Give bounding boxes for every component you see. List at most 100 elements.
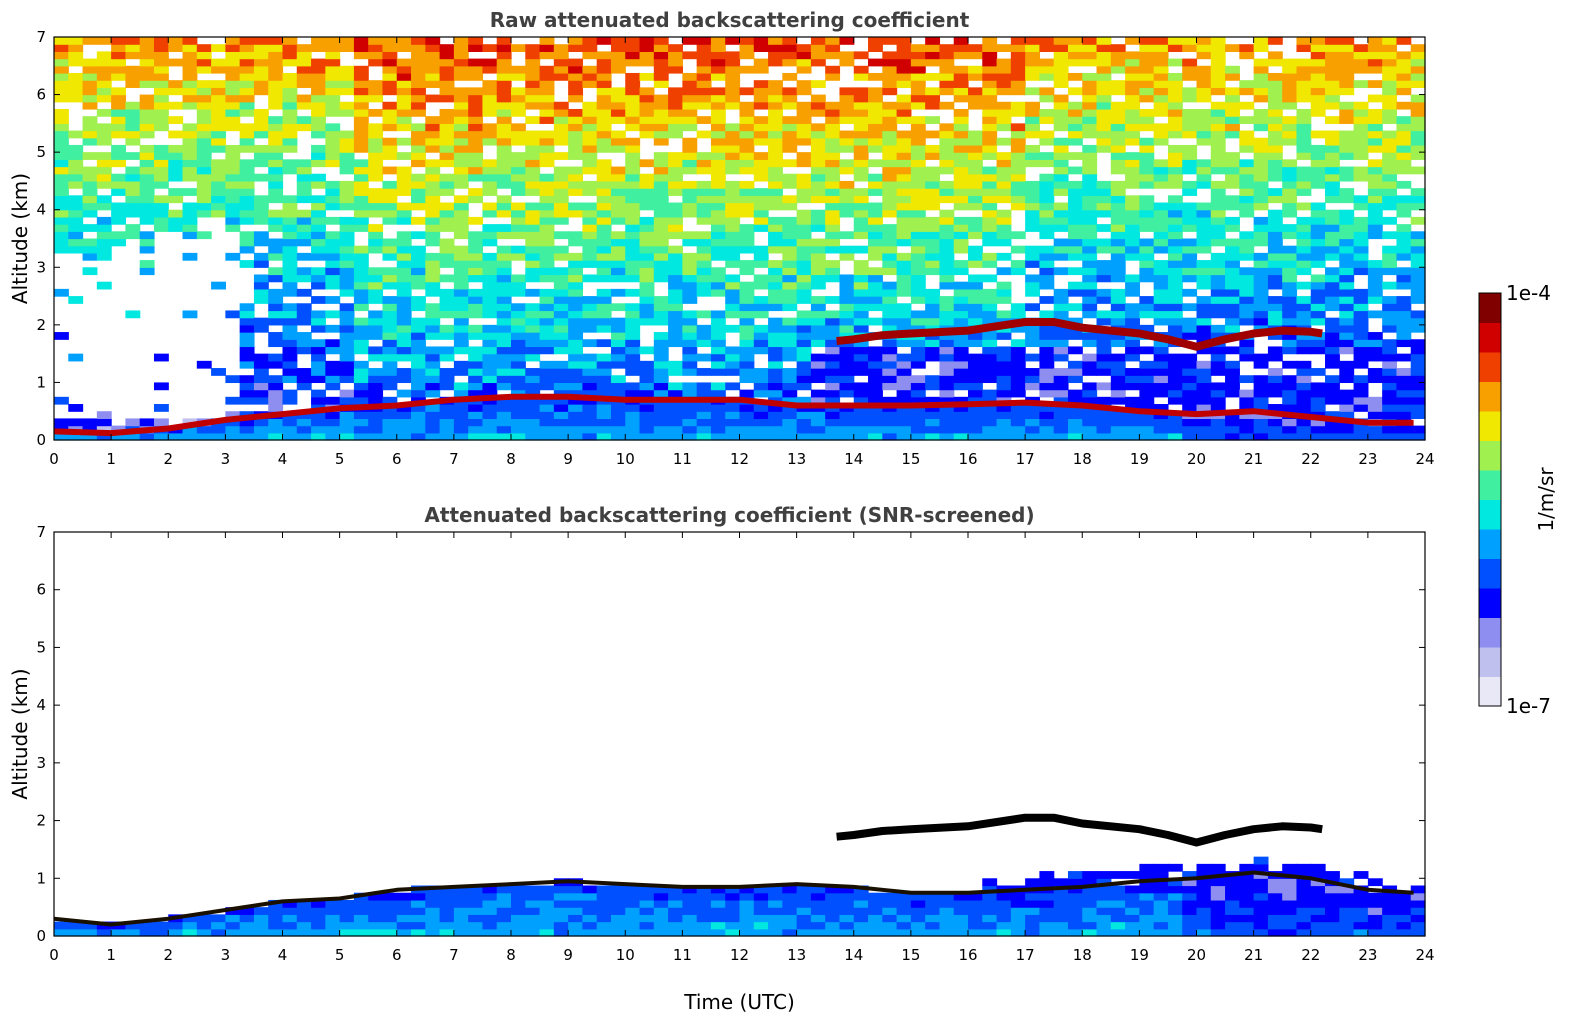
heatmap-cell <box>382 892 398 901</box>
heatmap-cell <box>396 332 412 340</box>
heatmap-cell <box>953 238 969 247</box>
heatmap-cell <box>610 116 626 124</box>
heatmap-cell <box>568 310 584 319</box>
heatmap-cell <box>910 130 926 139</box>
heatmap-cell <box>1339 188 1355 196</box>
heatmap-cell <box>54 180 69 189</box>
heatmap-cell <box>768 368 783 376</box>
heatmap-cell <box>910 339 926 348</box>
heatmap-cell <box>568 396 584 405</box>
heatmap-cell <box>668 411 683 420</box>
heatmap-cell <box>68 144 84 153</box>
heatmap-cell <box>511 360 526 369</box>
heatmap-cell <box>582 274 598 283</box>
heatmap-cell <box>68 404 84 412</box>
heatmap-cell <box>482 892 498 901</box>
heatmap-cell <box>768 346 783 355</box>
heatmap-cell <box>696 267 712 276</box>
heatmap-cell <box>825 914 841 923</box>
heatmap-cell <box>482 87 498 96</box>
heatmap-cell <box>453 37 469 45</box>
heatmap-cell <box>1153 87 1169 96</box>
heatmap-cell <box>996 252 1012 261</box>
heatmap-cell <box>1010 231 1026 240</box>
heatmap-cell <box>168 87 184 96</box>
heatmap-cell <box>653 238 669 247</box>
heatmap-cell <box>653 317 669 326</box>
heatmap-cell <box>453 267 469 276</box>
heatmap-cell <box>1096 202 1112 211</box>
heatmap-cell <box>1396 332 1412 340</box>
heatmap-cell <box>139 65 155 74</box>
heatmap-cell <box>910 921 926 930</box>
heatmap-cell <box>953 914 969 923</box>
heatmap-cell <box>825 375 841 384</box>
heatmap-cell <box>896 432 912 441</box>
heatmap-cell <box>982 346 998 355</box>
heatmap-cell <box>396 44 412 52</box>
heatmap-cell <box>1067 914 1083 923</box>
heatmap-cell <box>825 65 841 74</box>
heatmap-cell <box>425 360 441 369</box>
heatmap-cell <box>625 404 641 412</box>
heatmap-cell <box>482 173 498 182</box>
heatmap-cell <box>396 375 412 384</box>
heatmap-cell <box>1253 65 1269 74</box>
heatmap-cell <box>710 224 726 232</box>
heatmap-cell <box>1182 44 1198 52</box>
heatmap-cell <box>382 37 398 45</box>
heatmap-cell <box>1182 899 1198 908</box>
heatmap-cell <box>1067 238 1083 247</box>
heatmap-cell <box>1153 432 1169 441</box>
heatmap-cell <box>125 209 141 218</box>
heatmap-cell <box>1125 123 1140 132</box>
heatmap-cell <box>496 899 512 908</box>
heatmap-cell <box>111 159 127 168</box>
heatmap-cell <box>882 360 898 369</box>
x-tick-label: 12 <box>730 450 749 468</box>
heatmap-cell <box>653 94 669 103</box>
heatmap-cell <box>853 432 869 441</box>
heatmap-cell <box>1039 339 1055 348</box>
heatmap-cell <box>1182 87 1198 96</box>
heatmap-cell <box>596 389 612 398</box>
heatmap-cell <box>311 914 326 923</box>
heatmap-cell <box>1310 216 1326 225</box>
heatmap-cell <box>539 209 555 218</box>
heatmap-cell <box>1039 310 1055 319</box>
heatmap-cell <box>96 159 112 168</box>
heatmap-cell <box>311 396 326 405</box>
heatmap-cell <box>639 202 655 211</box>
heatmap-cell <box>1167 878 1183 887</box>
heatmap-cell <box>896 892 912 901</box>
heatmap-cell <box>853 907 869 915</box>
heatmap-cell <box>1282 209 1298 218</box>
heatmap-cell <box>1339 116 1355 124</box>
heatmap-cell <box>1167 303 1183 312</box>
heatmap-cell <box>96 166 112 175</box>
heatmap-cell <box>425 353 441 362</box>
heatmap-cell <box>139 116 155 124</box>
heatmap-cell <box>511 375 526 384</box>
heatmap-cell <box>1096 130 1112 139</box>
heatmap-cell <box>211 173 226 182</box>
heatmap-cell <box>282 101 298 110</box>
heatmap-cell <box>925 188 941 196</box>
heatmap-cell <box>382 396 398 405</box>
heatmap-cell <box>882 921 898 930</box>
heatmap-cell <box>282 317 298 326</box>
heatmap-cell <box>1082 288 1098 297</box>
heatmap-cell <box>453 166 469 175</box>
heatmap-cell <box>1396 51 1412 60</box>
heatmap-cell <box>710 37 726 45</box>
heatmap-cell <box>339 166 355 175</box>
heatmap-cell <box>653 303 669 312</box>
heatmap-cell <box>996 346 1012 355</box>
heatmap-cell <box>925 101 941 110</box>
heatmap-cell <box>153 87 169 96</box>
heatmap-cell <box>596 37 612 45</box>
heatmap-cell <box>1267 94 1283 103</box>
heatmap-cell <box>1410 339 1426 348</box>
heatmap-cell <box>868 144 883 153</box>
heatmap-cell <box>239 353 255 362</box>
